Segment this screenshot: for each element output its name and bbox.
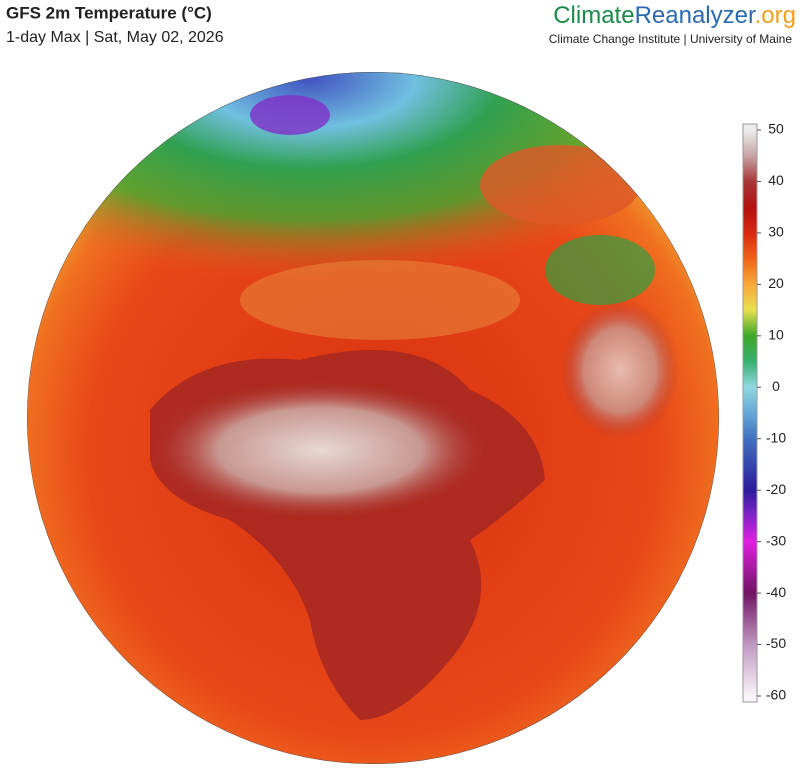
colorbar-tick-label: 50 xyxy=(768,121,784,137)
colorbar-tick-label: -20 xyxy=(766,481,786,497)
colorbar-tick-label: 20 xyxy=(768,275,784,291)
colorbar: 50 40 30 20 10 0 -10 -20 -30 -40 -50 -60 xyxy=(742,121,786,703)
colorbar-tick-label: -10 xyxy=(766,429,786,445)
map-title: GFS 2m Temperature (°C) xyxy=(6,3,212,22)
brand-first: Climate xyxy=(553,2,634,29)
colorbar-bar xyxy=(742,123,758,703)
colorbar-tick-label: 40 xyxy=(768,172,784,188)
colorbar-tick-label: -30 xyxy=(766,532,786,548)
globe xyxy=(27,72,719,764)
colorbar-tick-label: -40 xyxy=(766,584,786,600)
colorbar-tick-label: 30 xyxy=(768,224,784,240)
colorbar-tick-label: -50 xyxy=(766,635,786,651)
colorbar-tick-label: 10 xyxy=(768,327,784,343)
brand-second: Reanalyzer xyxy=(635,2,756,29)
map-subtitle: 1-day Max | Sat, May 02, 2026 xyxy=(6,29,224,46)
brand: ClimateReanalyzer.org xyxy=(553,2,796,29)
colorbar-tick-label: -60 xyxy=(766,687,786,703)
colorbar-tick-label: 0 xyxy=(772,378,780,394)
affiliation: Climate Change Institute | University of… xyxy=(549,32,793,46)
brand-suffix: .org xyxy=(755,2,796,29)
